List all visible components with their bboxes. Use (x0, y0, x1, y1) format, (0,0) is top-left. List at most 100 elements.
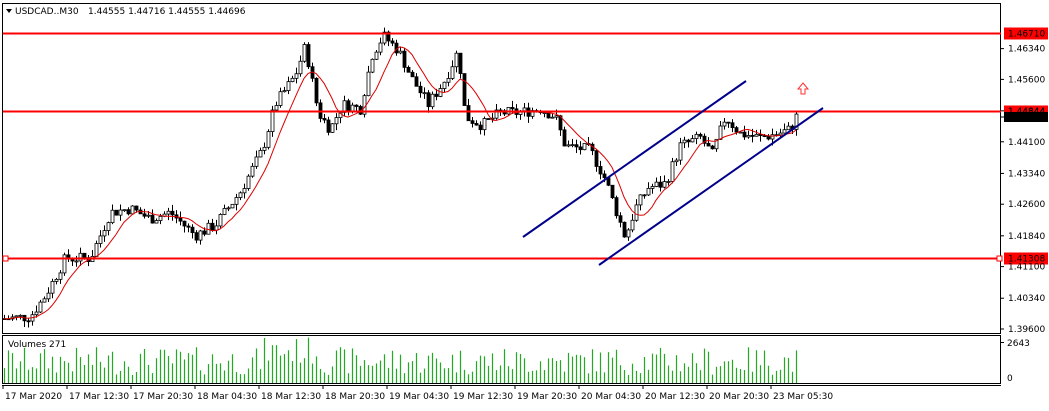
candle-body (422, 92, 427, 95)
candle-body (406, 66, 411, 73)
buy-arrow-icon[interactable] (796, 82, 810, 95)
candle-body (210, 222, 215, 231)
candle-body (182, 220, 187, 227)
level-handle[interactable] (2, 255, 9, 262)
candle-body (402, 50, 407, 68)
candles (2, 27, 799, 328)
time-axis: 17 Mar 2020 17 Mar 12:30 17 Mar 20:30 18 Ma… (2, 385, 833, 402)
candle-body (126, 209, 131, 215)
candle-body (254, 156, 259, 167)
candle-body (366, 71, 371, 97)
level-price-label: 1.41308 (1008, 255, 1045, 265)
price-tick-label: 1.43340 (1008, 169, 1045, 179)
dropdown-triangle-icon[interactable] (6, 9, 12, 13)
candle-body (686, 139, 691, 143)
candle-body (262, 146, 267, 151)
candle-body (594, 150, 599, 167)
price-tick-label: 1.41840 (1008, 232, 1045, 242)
candle-body (642, 194, 647, 197)
candle-body (322, 118, 327, 121)
volume-panel-frame (2, 335, 1001, 384)
candle-body (546, 112, 551, 119)
candle-body (158, 215, 163, 221)
price-tick-label: 1.46340 (1008, 45, 1045, 55)
candle-body (582, 143, 587, 151)
candle-body (258, 149, 263, 158)
candle-body (298, 60, 303, 75)
candle-body (350, 104, 355, 112)
level-price-label: 1.46710 (1008, 30, 1045, 40)
candle-body (454, 52, 459, 68)
candle-body (278, 91, 283, 106)
candle-body (690, 138, 695, 143)
level-price-box (1004, 252, 1048, 265)
time-tick-label: 20 Mar 12:30 (645, 392, 705, 402)
time-tick-label: 20 Mar 04:30 (581, 392, 641, 402)
candle-body (734, 127, 739, 133)
candle-body (382, 31, 387, 44)
candle-body (714, 138, 719, 150)
candle-body (462, 73, 467, 106)
trend-channel[interactable] (522, 80, 824, 266)
channel-lower-line[interactable] (598, 107, 824, 266)
candle-body (18, 314, 23, 317)
candle-body (554, 115, 559, 118)
price-tick-label: 1.41100 (1008, 263, 1045, 273)
candle-body (106, 222, 111, 232)
channel-upper-line[interactable] (522, 80, 747, 238)
level-handle[interactable] (996, 255, 1003, 262)
candle-body (194, 232, 199, 241)
candle-body (782, 129, 787, 134)
candle-body (482, 118, 487, 131)
candle-body (134, 205, 139, 211)
time-tick-label: 23 Mar 05:30 (773, 392, 833, 402)
candle-body (294, 73, 299, 79)
time-tick-label: 17 Mar 2020 (5, 392, 62, 402)
candle-body (702, 135, 707, 144)
candle-body (378, 42, 383, 53)
candle-body (762, 135, 767, 137)
horizontal-levels[interactable]: 1.46710 1.44844 1.41308 (2, 27, 1048, 265)
current-price-label: 1.44696 (1008, 113, 1045, 123)
candle-body (478, 124, 483, 131)
candle-body (486, 118, 491, 120)
current-price-box (1004, 112, 1048, 123)
volume-bars (3, 337, 798, 383)
candle-body (698, 133, 703, 137)
time-tick-label: 18 Mar 12:30 (261, 392, 321, 402)
candle-body (82, 252, 87, 259)
time-tick-label: 18 Mar 04:30 (197, 392, 257, 402)
candle-body (434, 93, 439, 97)
candle-body (426, 92, 431, 108)
candle-body (190, 226, 195, 234)
candle-body (742, 131, 747, 138)
candle-body (290, 77, 295, 83)
candle-body (146, 214, 151, 217)
candle-body (314, 77, 319, 104)
candle-body (238, 192, 243, 198)
candle-body (550, 116, 555, 119)
candle-body (306, 44, 311, 68)
candle-body (186, 225, 191, 228)
candle-body (122, 209, 127, 212)
candle-body (62, 254, 67, 274)
candle-body (786, 125, 791, 131)
candle-body (718, 125, 723, 140)
candle-body (618, 215, 623, 223)
candle-body (682, 139, 687, 144)
candle-body (110, 209, 115, 224)
candle-body (14, 315, 19, 318)
candle-body (142, 213, 147, 217)
candle-body (138, 209, 143, 215)
candle-body (662, 181, 667, 188)
candle-body (630, 219, 635, 231)
candle-body (130, 205, 135, 215)
candle-body (50, 281, 55, 294)
candle-body (510, 107, 515, 110)
candle-body (370, 58, 375, 73)
candle-body (374, 51, 379, 60)
candle-body (794, 113, 799, 130)
candle-body (666, 181, 671, 183)
